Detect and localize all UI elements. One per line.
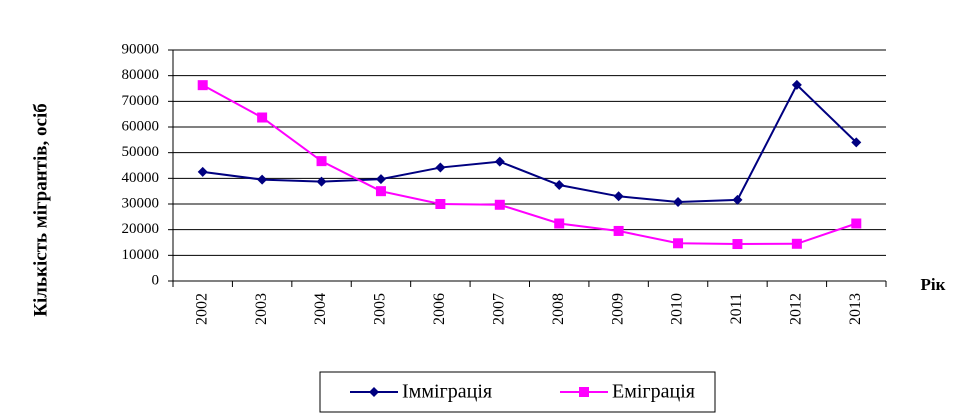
data-point [197,80,208,91]
data-point [851,137,862,148]
data-point [613,225,624,236]
x-tick-label: 2007 [490,293,507,325]
data-point [673,238,684,249]
data-point [316,176,327,187]
y-tick-label: 0 [152,272,160,288]
data-point [257,112,268,123]
y-tick-label: 10000 [122,247,160,263]
data-point [375,186,386,197]
legend-label: Еміграція [612,381,695,403]
legend-marker [579,387,589,397]
data-point [613,191,624,202]
data-point [791,238,802,249]
data-point [257,174,268,185]
x-tick-label: 2008 [550,293,567,325]
data-point [673,196,684,207]
x-tick-label: 2003 [253,293,270,325]
series-line [202,83,857,203]
x-tick-label: 2004 [312,293,329,325]
y-tick-label: 50000 [122,144,160,160]
x-tick-label: 2006 [431,293,448,325]
data-point [554,180,565,191]
data-point [494,156,505,167]
y-tick-label: 80000 [122,67,160,83]
data-point [197,166,208,177]
data-point [791,79,802,90]
y-tick-label: 40000 [122,170,160,186]
data-point [316,156,327,167]
y-tick-label: 30000 [122,195,160,211]
x-tick-label: 2010 [669,293,686,325]
legend-label: Імміграція [402,381,492,403]
x-tick-label: 2009 [609,293,626,325]
x-tick-label: 2012 [788,293,805,325]
data-point [435,162,446,173]
x-tick-label: 2002 [193,293,210,325]
x-tick-label: 2011 [728,293,745,324]
data-point [732,239,743,250]
x-tick-label: 2013 [847,293,864,325]
y-tick-label: 60000 [122,118,160,134]
y-axis-label: Кількість мігрантів, осіб [30,103,51,317]
data-point [494,199,505,210]
y-tick-label: 90000 [122,41,160,57]
y-tick-label: 20000 [122,221,160,237]
data-point [375,174,386,185]
data-point [554,218,565,229]
y-tick-label: 70000 [122,93,160,109]
data-point [435,199,446,209]
data-point [732,194,743,205]
series-line [202,84,857,246]
legend-marker [369,387,379,397]
x-tick-label: 2005 [372,293,389,325]
data-point [851,218,862,229]
x-axis-label: Рік [921,275,946,294]
